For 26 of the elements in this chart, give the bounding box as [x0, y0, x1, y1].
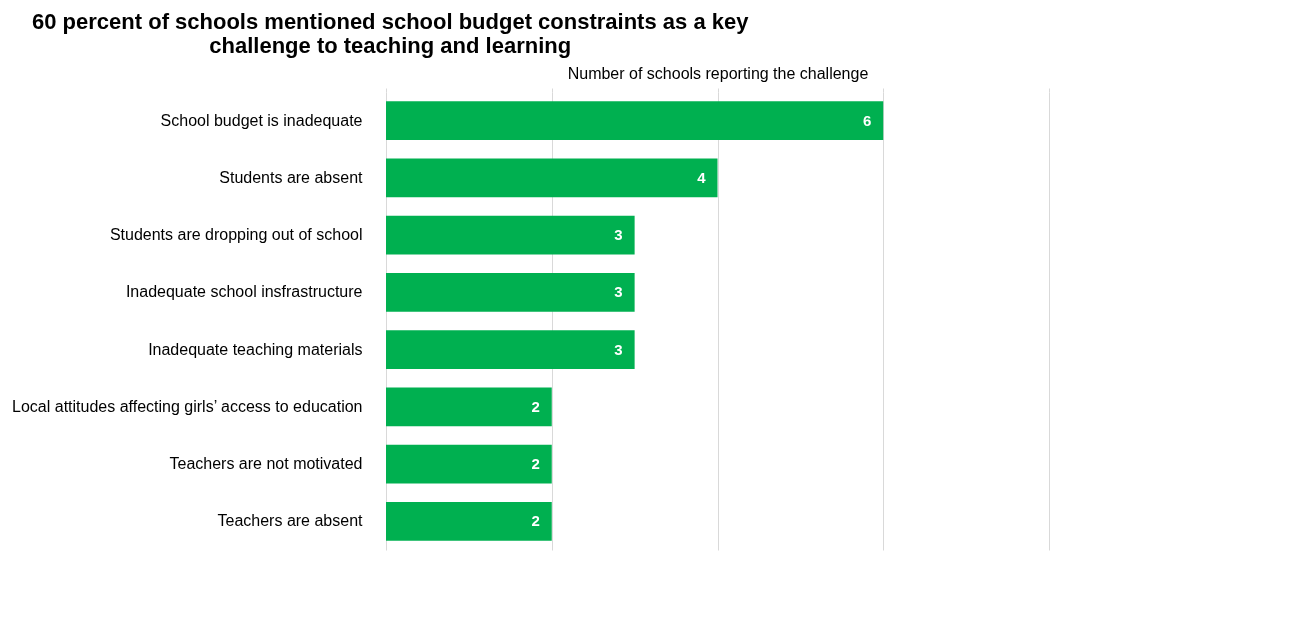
bar	[386, 215, 635, 255]
y-tick-label: Teachers are absent	[217, 512, 364, 530]
data-label: 3	[614, 226, 623, 244]
y-tick-label: Students are dropping out of school	[109, 226, 363, 244]
y-tick-label: Students are absent	[219, 168, 364, 186]
data-label: 4	[697, 168, 707, 186]
bar	[386, 501, 552, 541]
data-label: 3	[614, 283, 623, 301]
chart-title: 60 percent of schools mentioned school budget constraints as a key challenge to teaching and learning	[32, 8, 750, 58]
data-label: 6	[862, 111, 872, 129]
y-tick-label: Teachers are not motivated	[169, 455, 363, 473]
y-tick-label: Inadequate school insfrastructure	[125, 283, 363, 301]
data-label: 2	[531, 512, 540, 530]
y-tick-label: Local attitudes affecting girls’ access to education	[12, 397, 363, 415]
bar	[386, 272, 635, 312]
data-label: 3	[614, 340, 623, 358]
data-label: 2	[531, 455, 540, 473]
bar	[386, 101, 884, 141]
y-tick-label: School budget is inadequate	[160, 111, 363, 129]
bar	[386, 158, 718, 198]
bar	[386, 444, 552, 484]
x-axis-title: Number of schools reporting the challenge	[567, 65, 869, 82]
y-tick-label: Inadequate teaching materials	[148, 340, 363, 358]
bar	[386, 387, 552, 427]
data-label: 2	[531, 397, 540, 415]
bar	[386, 330, 635, 370]
